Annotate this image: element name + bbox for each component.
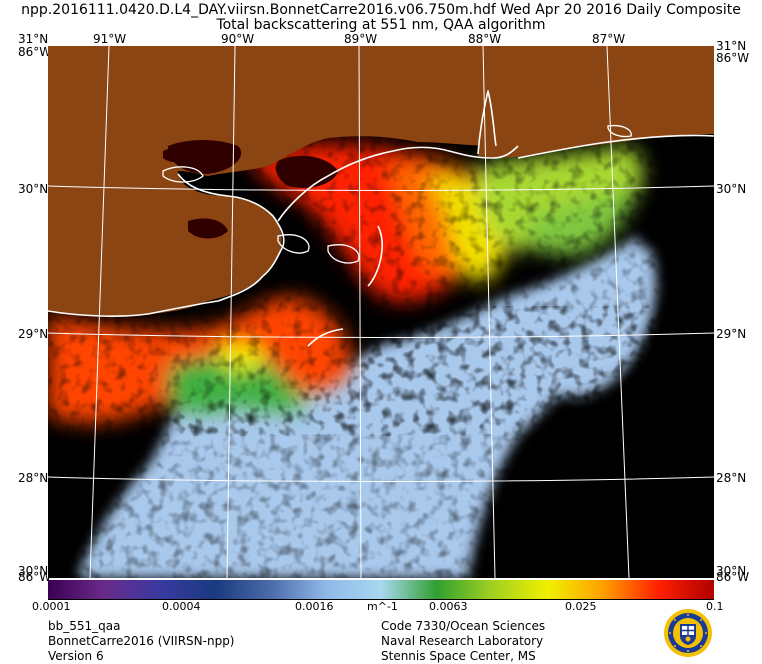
top-lon-label-91w: 91°W xyxy=(93,32,127,46)
top-lon-label-87w: 87°W xyxy=(592,32,626,46)
lat-lon-grid xyxy=(48,46,714,578)
right-lat-label-28n: 28°N xyxy=(716,471,747,485)
nrl-seal-icon xyxy=(664,609,712,657)
product-variable: bb_551_qaa xyxy=(48,619,121,633)
colorbar xyxy=(48,580,714,600)
corner-lat-label-bottom-right: 30°N xyxy=(716,564,747,578)
colorbar-tick-0.0016: 0.0016 xyxy=(295,600,334,613)
product-version: Version 6 xyxy=(48,649,104,663)
colorbar-tick-0.0004: 0.0004 xyxy=(162,600,201,613)
org-name: Naval Research Laboratory xyxy=(381,634,544,648)
org-location: Stennis Space Center, MS xyxy=(381,649,536,663)
colorbar-tick-0.1: 0.1 xyxy=(706,600,724,613)
top-lon-label-88w: 88°W xyxy=(468,32,502,46)
org-code: Code 7330/Ocean Sciences xyxy=(381,619,546,633)
colorbar-gradient xyxy=(48,580,714,600)
corner-lon-label-top-left: 86°W xyxy=(18,45,52,59)
colorbar-tick-0.025: 0.025 xyxy=(565,600,597,613)
left-lat-label-29n: 29°N xyxy=(18,327,49,341)
backscatter-map xyxy=(48,46,714,578)
product-subtitle: Total backscattering at 551 nm, QAA algo… xyxy=(216,17,546,33)
corner-lon-label-bottom-right: 86°W xyxy=(716,570,750,584)
corner-lon-label-bottom-left: 86°W xyxy=(18,570,52,584)
corner-lon-label-top-right: 86°W xyxy=(716,51,750,65)
coast-islands xyxy=(162,124,632,264)
land-lakes xyxy=(163,140,338,239)
top-lat-label-right: 31°N xyxy=(716,39,747,53)
right-lat-label-30n: 30°N xyxy=(716,182,747,196)
right-lat-label-29n: 29°N xyxy=(716,327,747,341)
colorbar-tick-0.0001: 0.0001 xyxy=(32,600,71,613)
left-lat-label-30n: 30°N xyxy=(18,182,49,196)
colorbar-tick-0.0063: 0.0063 xyxy=(429,600,468,613)
coastline xyxy=(48,90,714,347)
top-lon-label-90w: 90°W xyxy=(221,32,255,46)
top-lat-label-left: 31°N xyxy=(18,32,49,46)
corner-lat-label-bottom-left: 30°N xyxy=(18,564,49,578)
left-lat-label-28n: 28°N xyxy=(18,471,49,485)
product-title: npp.2016111.0420.D.L4_DAY.viirsn.BonnetC… xyxy=(21,2,741,18)
land-mass xyxy=(48,46,714,316)
product-region: BonnetCarre2016 (VIIRSN-npp) xyxy=(48,634,235,648)
colorbar-unit-label: m^-1 xyxy=(367,600,398,613)
top-lon-label-89w: 89°W xyxy=(344,32,378,46)
